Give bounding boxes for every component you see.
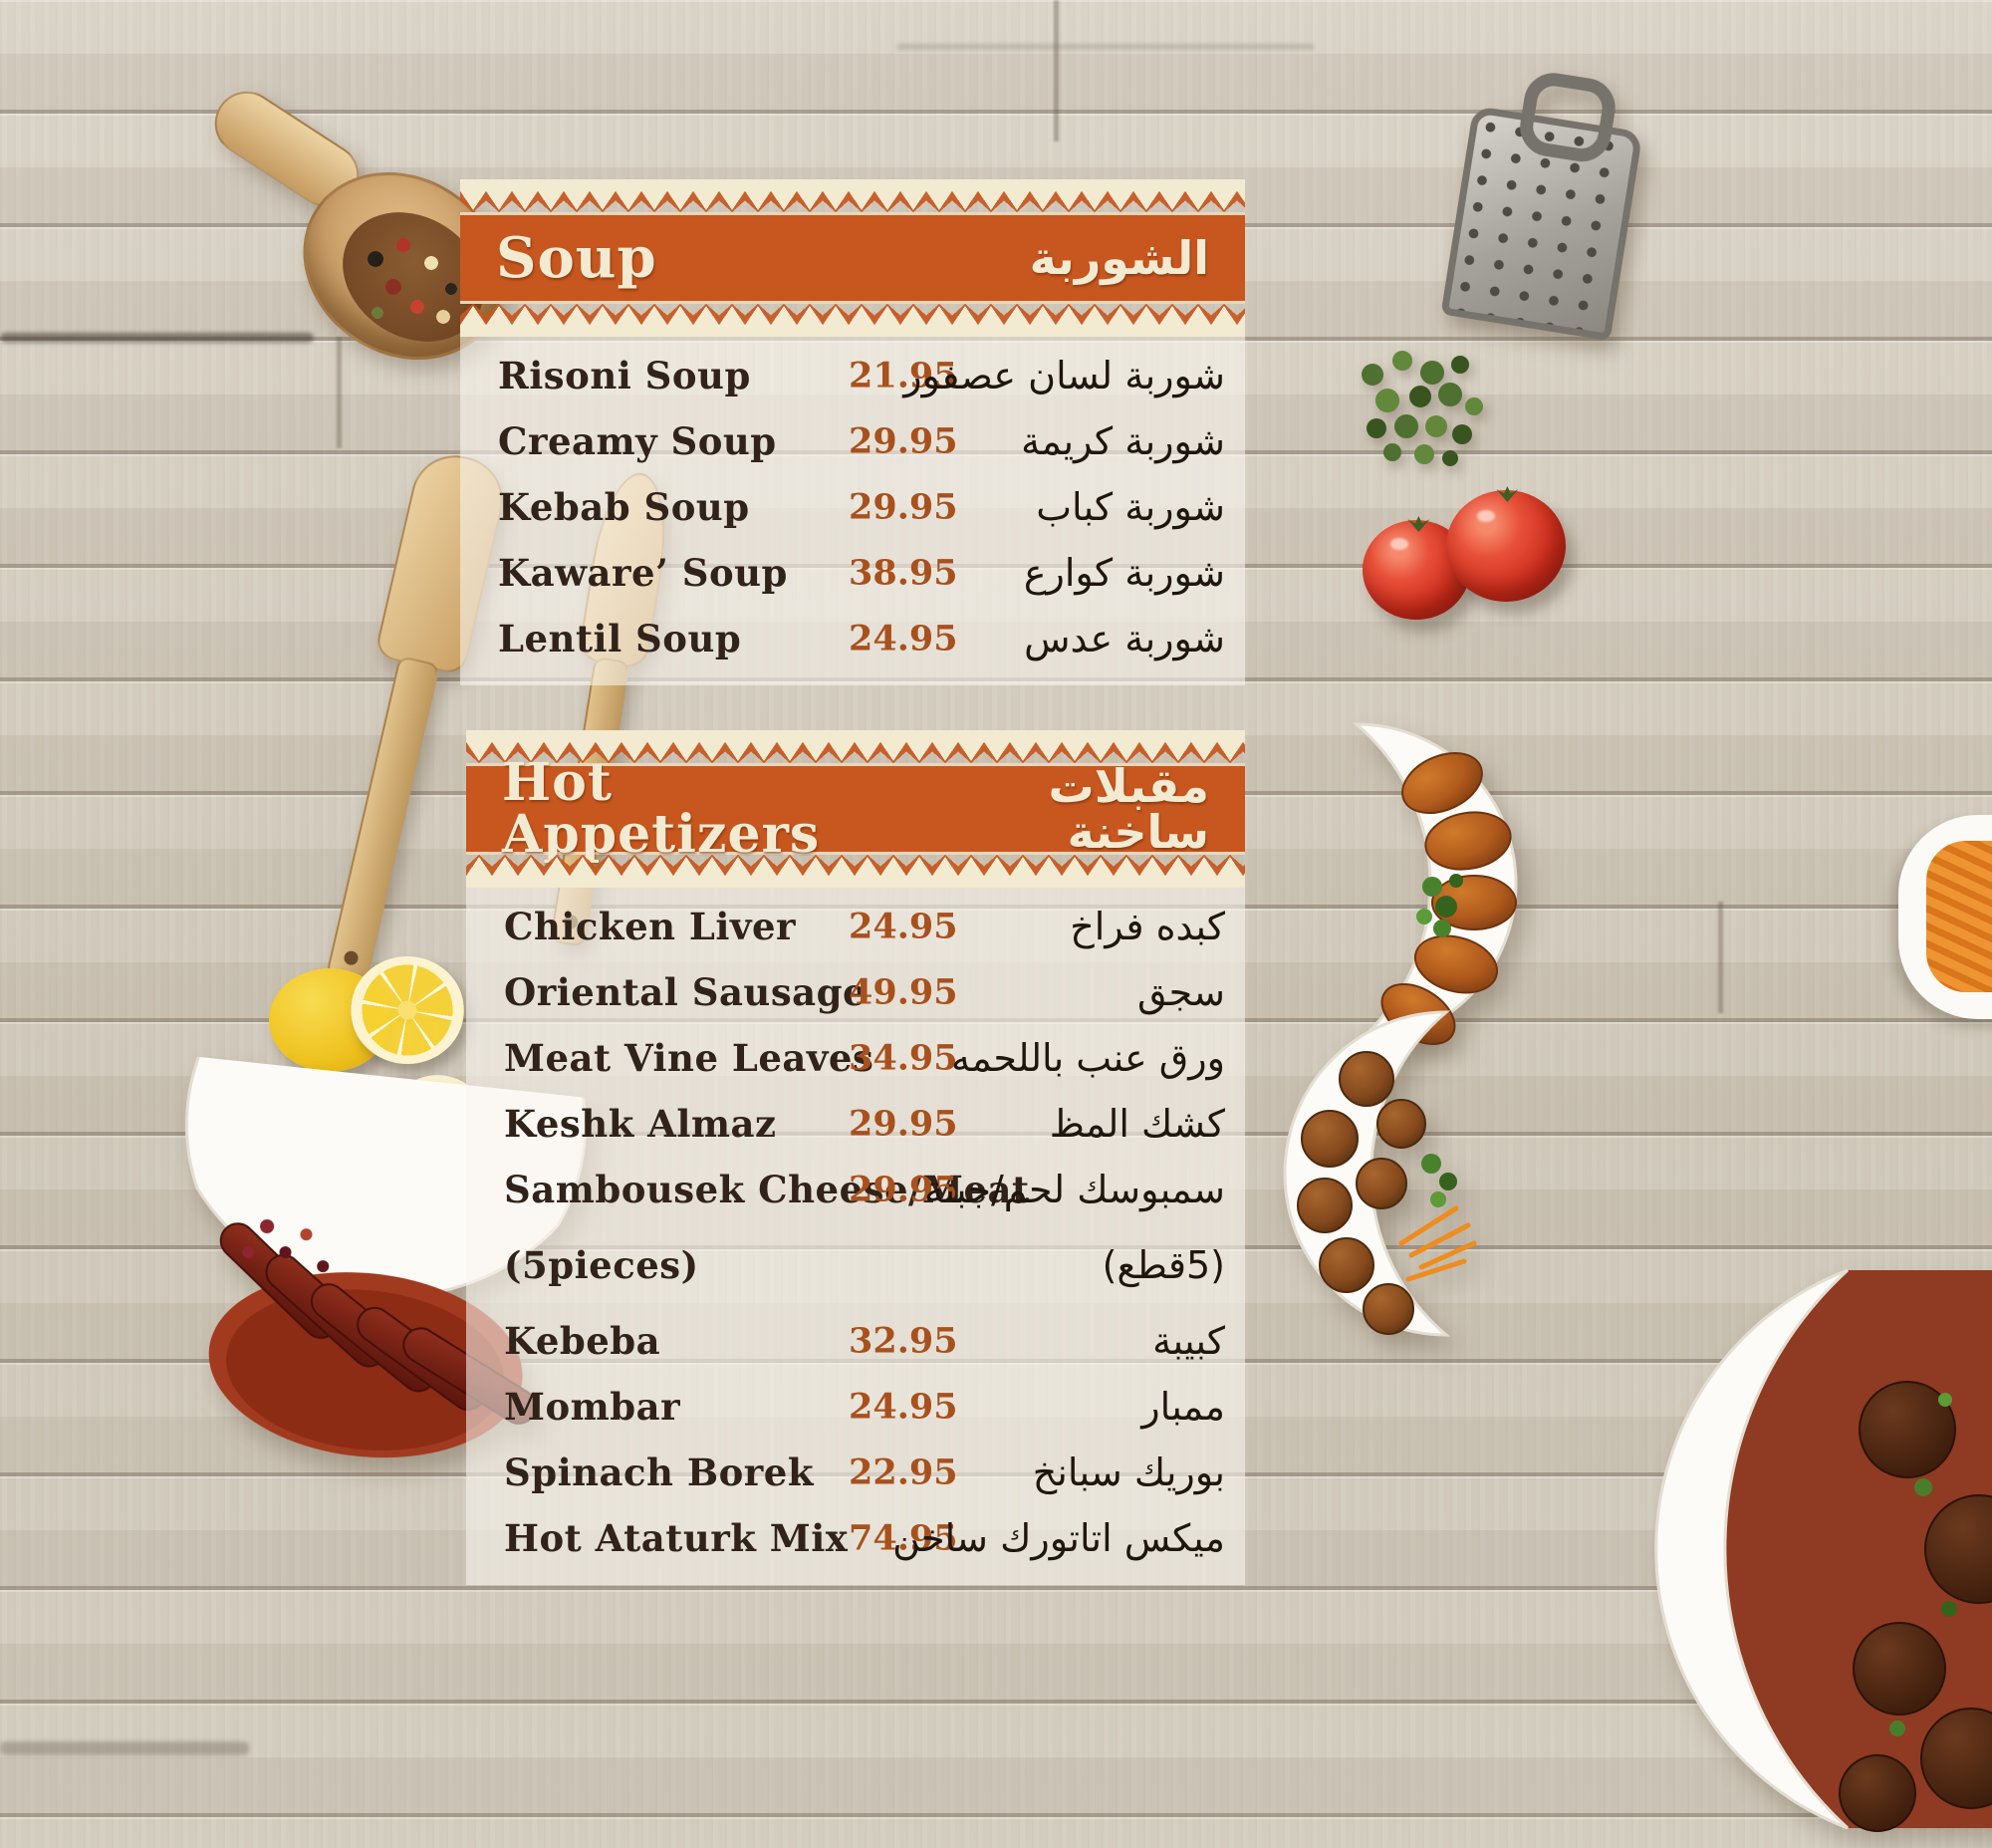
- item-name-en: Chicken Liver: [504, 905, 796, 948]
- menu-item-row: Mombar 24.95 ممبار: [466, 1374, 1245, 1440]
- item-name-ar: شوربة كباب: [1036, 485, 1225, 529]
- item-name-en: (5pieces): [504, 1243, 699, 1287]
- item-name-en: Kaware’ Soup: [498, 551, 788, 595]
- item-name-ar: شوربة كريمة: [1021, 419, 1225, 463]
- item-price: 38.95: [849, 552, 958, 594]
- kibbeh-plate-image: [1352, 722, 1518, 1045]
- menu-item-row: (5pieces) (5قطع): [466, 1222, 1245, 1308]
- metal-grater-image: [1440, 105, 1643, 342]
- menu-item-row: Sambousek Cheese/Meat 29.95 سمبوسك لحم/جبن…: [466, 1157, 1245, 1222]
- menu-section-hot-appetizers: Hot Appetizers مقبلات ساخنة Chicken Live…: [466, 730, 1245, 1585]
- menu-items-hot-appetizers: Chicken Liver 24.95 كبده فراخ Oriental Saus…: [466, 888, 1245, 1585]
- item-price: 22.95: [849, 1452, 958, 1493]
- item-price: 24.95: [849, 906, 958, 947]
- wood-streak: [0, 333, 314, 343]
- plank-seam: [337, 337, 342, 448]
- section-title-en: Hot Appetizers: [502, 752, 821, 865]
- lemon-slice-image: [351, 956, 464, 1064]
- menu-item-row: Hot Ataturk Mix 74.95 ميكس اتاتورك ساخن: [466, 1505, 1245, 1571]
- wood-streak: [0, 1741, 249, 1755]
- item-price: 32.95: [849, 1320, 958, 1362]
- item-name-ar: ورق عنب باللحمه: [951, 1036, 1225, 1080]
- lace-border-top: [460, 179, 1245, 212]
- item-name-en: Creamy Soup: [498, 419, 777, 463]
- item-name-ar: سجق: [1136, 970, 1225, 1014]
- item-price: 21.95: [849, 355, 958, 396]
- lace-border-top: [466, 730, 1245, 763]
- item-name-ar: (5قطع): [1102, 1243, 1225, 1287]
- lace-border-bottom: [460, 304, 1245, 337]
- menu-item-row: Kaware’ Soup 38.95 شوربة كوارع: [460, 540, 1245, 606]
- item-name-en: Risoni Soup: [498, 354, 751, 397]
- menu-item-row: Spinach Borek 22.95 بوريك سبانخ: [466, 1440, 1245, 1505]
- section-title-en: Soup: [496, 225, 657, 291]
- stew-bowl-image: [1654, 1268, 1992, 1832]
- lace-border-bottom: [466, 855, 1245, 888]
- item-price: 49.95: [849, 971, 958, 1013]
- menu-item-row: Keshk Almaz 29.95 كشك المظ: [466, 1091, 1245, 1157]
- item-name-ar: شوربة كوارع: [1023, 551, 1225, 595]
- item-name-ar: كشك المظ: [1049, 1102, 1225, 1146]
- item-name-en: Keshk Almaz: [504, 1102, 777, 1146]
- menu-item-row: Risoni Soup 21.95 شوربة لسان عصفور: [460, 343, 1245, 408]
- menu-item-row: Chicken Liver 24.95 كبده فراخ: [466, 894, 1245, 959]
- item-name-ar: كبده فراخ: [1070, 905, 1225, 948]
- menu-item-row: Kebeba 32.95 كبيبة: [466, 1308, 1245, 1374]
- herb-sprig-image: [1362, 351, 1483, 466]
- item-price: 29.95: [849, 1103, 958, 1145]
- item-name-en: Kebab Soup: [498, 485, 750, 529]
- plank-seam: [1718, 902, 1723, 1013]
- item-name-ar: ميكس اتاتورك ساخن: [892, 1516, 1225, 1560]
- menu-item-row: Meat Vine Leaves 34.95 ورق عنب باللحمه: [466, 1025, 1245, 1091]
- menu-item-row: Kebab Soup 29.95 شوربة كباب: [460, 474, 1245, 540]
- plank-seam: [1054, 0, 1059, 141]
- section-title-ar: مقبلات ساخنة: [1048, 759, 1209, 859]
- section-title-ar: الشوربة: [1029, 231, 1209, 285]
- item-name-ar: سمبوسك لحم/جبنة: [924, 1168, 1225, 1211]
- item-name-ar: كبيبة: [1152, 1319, 1225, 1363]
- item-name-en: Meat Vine Leaves: [504, 1036, 874, 1080]
- wood-streak: [896, 44, 1315, 50]
- meatball-plate-image: [1283, 1010, 1477, 1337]
- item-price: 29.95: [849, 1169, 958, 1210]
- carrot-side-plate-image: [1898, 815, 1992, 1019]
- item-name-en: Sambousek Cheese/Meat: [504, 1168, 1030, 1211]
- item-price: 34.95: [849, 1037, 958, 1079]
- item-name-en: Mombar: [504, 1385, 681, 1429]
- section-header-soup: Soup الشوربة: [460, 212, 1245, 304]
- item-name-ar: شوربة عدس: [1024, 617, 1225, 660]
- menu-section-soup: Soup الشوربة Risoni Soup 21.95 شوربة لسان …: [460, 179, 1245, 685]
- tomato-image: [1446, 490, 1566, 602]
- item-name-en: Spinach Borek: [504, 1451, 814, 1494]
- menu-item-row: Oriental Sausage 49.95 سجق: [466, 959, 1245, 1025]
- item-price: 29.95: [849, 420, 958, 462]
- menu-items-soup: Risoni Soup 21.95 شوربة لسان عصفور Creamy S…: [460, 337, 1245, 685]
- item-price: 74.95: [849, 1517, 958, 1559]
- item-name-en: Kebeba: [504, 1319, 661, 1363]
- item-name-en: Oriental Sausage: [504, 970, 868, 1014]
- menu-item-row: Lentil Soup 24.95 شوربة عدس: [460, 606, 1245, 671]
- item-price: 24.95: [849, 618, 958, 660]
- spatula-handle: [325, 655, 441, 985]
- menu-item-row: Creamy Soup 29.95 شوربة كريمة: [460, 408, 1245, 474]
- item-price: 24.95: [849, 1386, 958, 1428]
- item-name-ar: ممبار: [1141, 1385, 1225, 1429]
- item-name-ar: شوربة لسان عصفور: [903, 354, 1225, 397]
- item-name-en: Hot Ataturk Mix: [504, 1516, 849, 1560]
- item-name-ar: بوريك سبانخ: [1032, 1451, 1225, 1494]
- section-header-hot-appetizers: Hot Appetizers مقبلات ساخنة: [466, 757, 1245, 861]
- item-price: 29.95: [849, 486, 958, 528]
- item-name-en: Lentil Soup: [498, 617, 742, 660]
